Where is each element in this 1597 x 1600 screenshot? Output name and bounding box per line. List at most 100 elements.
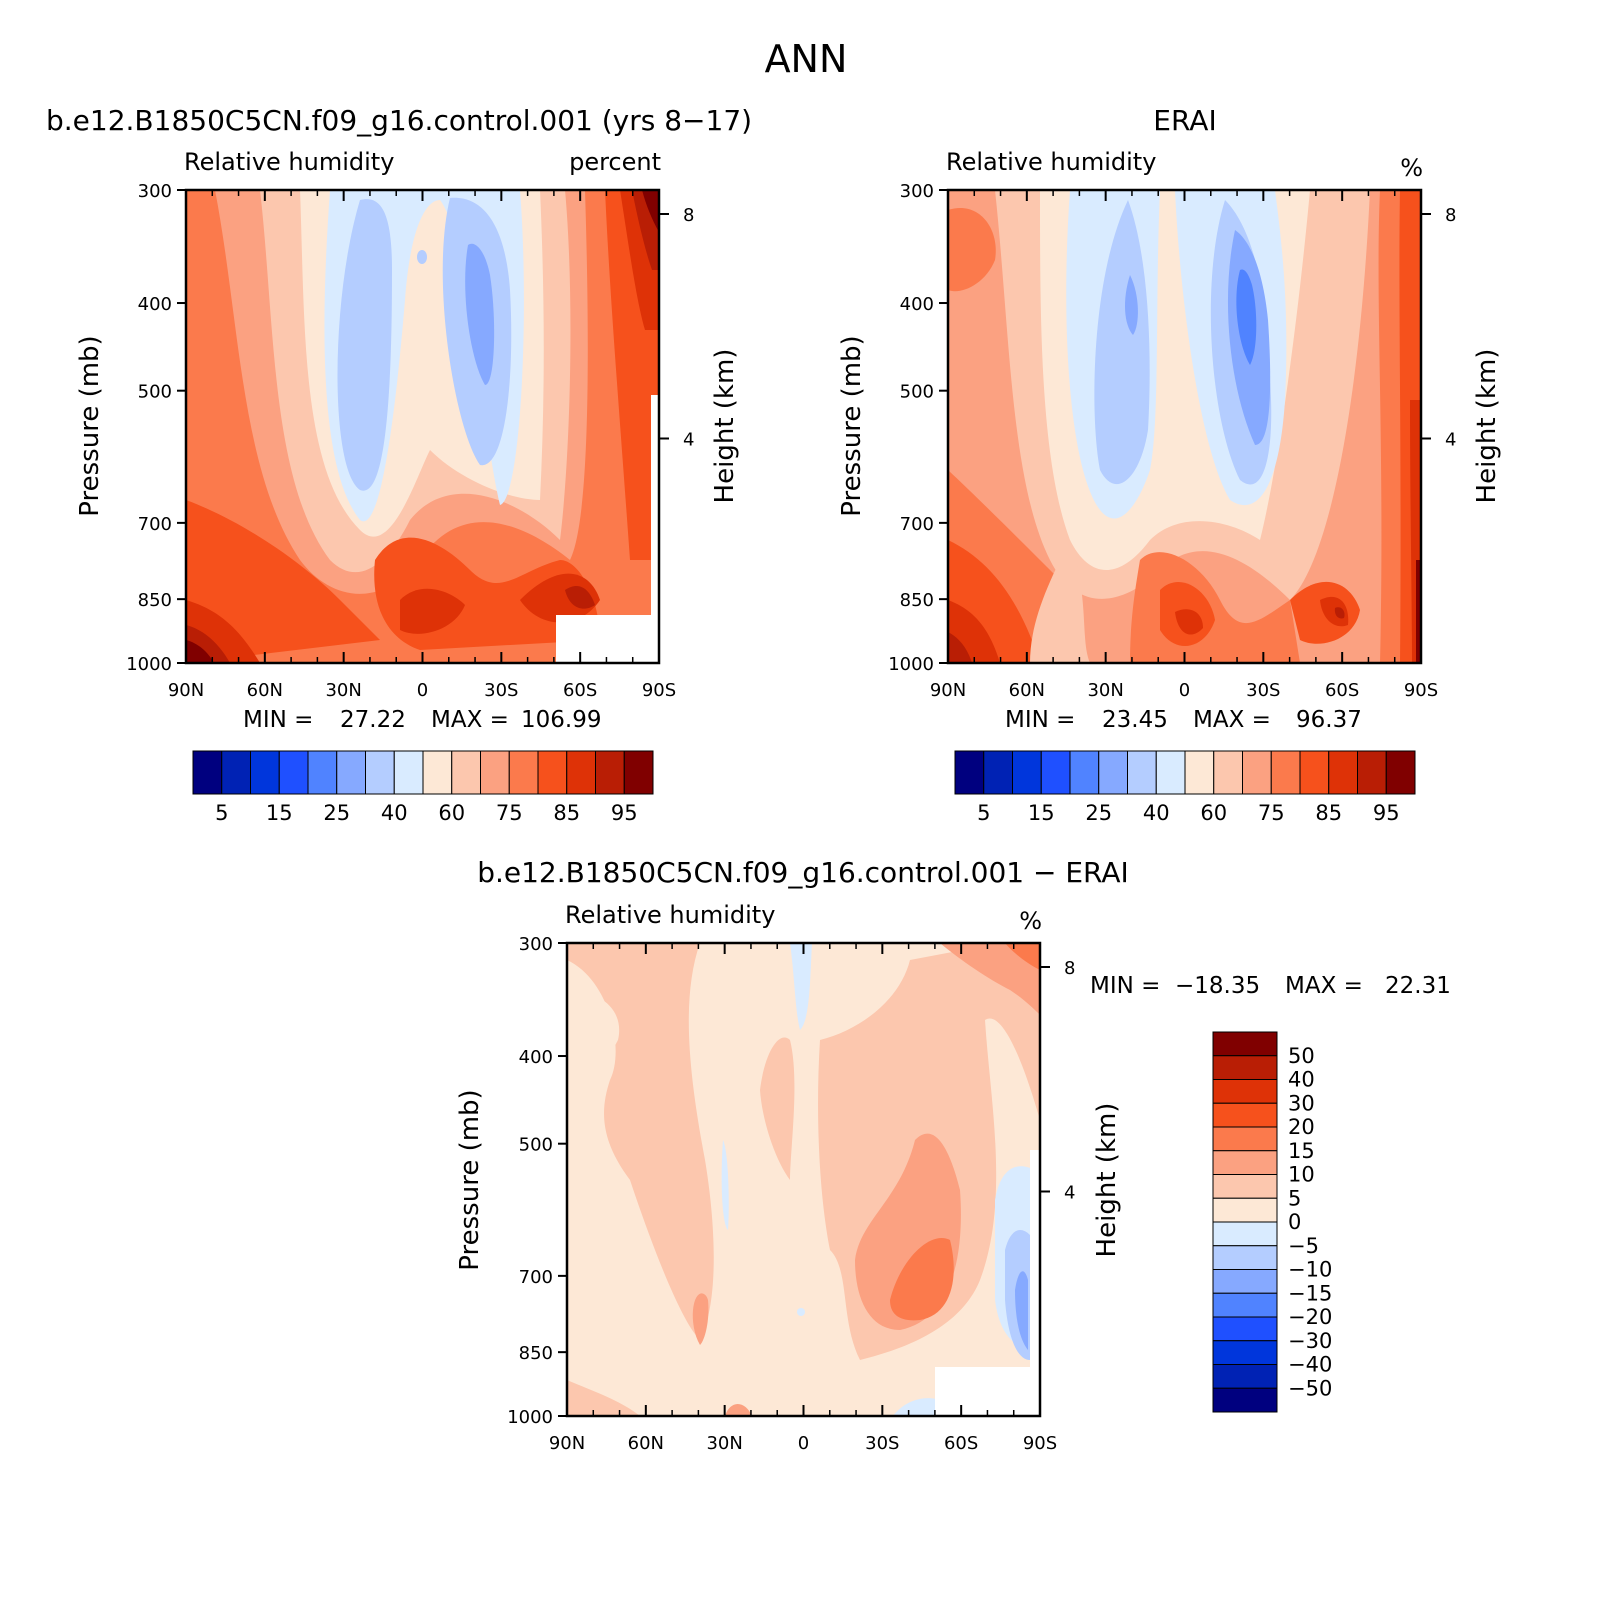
- y-tick-label: 1000: [507, 1407, 553, 1428]
- colorbar-box: [451, 750, 481, 795]
- colorbar-box: [422, 750, 453, 795]
- panel-obs-max-label: MAX =: [1193, 707, 1271, 733]
- colorbar-label: −15: [1288, 1281, 1332, 1305]
- colorbar-label: 20: [1288, 1115, 1315, 1139]
- y2-tick-label: 8: [1445, 205, 1456, 226]
- x-tick-label: 90N: [168, 680, 204, 701]
- y-tick-label: 400: [519, 1047, 553, 1068]
- colorbar-box: [336, 750, 366, 795]
- colorbar-box: [1098, 750, 1128, 795]
- colorbar-box: [1212, 1197, 1278, 1223]
- y-tick-label: 500: [138, 382, 172, 403]
- panel-diff-y2-axis-label: Height (km): [1092, 1103, 1122, 1258]
- colorbar-box: [1212, 1387, 1278, 1413]
- x-tick-label: 30N: [1087, 680, 1123, 701]
- colorbar-label: 15: [1028, 801, 1055, 825]
- colorbar-label: 95: [1373, 801, 1400, 825]
- x-tick-label: 90S: [642, 680, 676, 701]
- x-tick-label: 60N: [628, 1433, 664, 1454]
- panel-obs-left-label: Relative humidity: [946, 148, 1156, 176]
- colorbar-box: [1012, 750, 1042, 795]
- colorbar-box: [1242, 750, 1272, 795]
- colorbar-label: 25: [1085, 801, 1112, 825]
- colorbar-label: 50: [1288, 1044, 1315, 1068]
- y-tick-label: 300: [138, 181, 172, 202]
- x-tick-label: 90N: [930, 680, 966, 701]
- colorbar-box: [508, 750, 539, 795]
- panel-obs-contours: [948, 190, 1421, 663]
- panel-model-contours: [186, 190, 659, 663]
- panel-model: b.e12.B1850C5CN.f09_g16.control.001 (yrs…: [46, 104, 752, 825]
- y-tick-label: 400: [138, 294, 172, 315]
- colorbar-box: [278, 750, 309, 795]
- colorbar-box: [1328, 750, 1358, 795]
- panel-diff-case-title: b.e12.B1850C5CN.f09_g16.control.001 − ER…: [477, 856, 1129, 889]
- panel-obs-min-value: 23.45: [1102, 707, 1168, 733]
- colorbar-label: −40: [1288, 1353, 1332, 1377]
- panel-obs-y-axis-label: Pressure (mb): [837, 335, 867, 516]
- colorbar-box: [1213, 750, 1243, 795]
- colorbar-box: [1212, 1055, 1278, 1080]
- colorbar-box: [365, 750, 395, 795]
- colorbar-label: −50: [1288, 1376, 1332, 1400]
- panel-diff-ticks: 90N 60N 30N 0 30S 60S 90S 300 400 500 700 850 1000 8 4: [507, 934, 1075, 1454]
- colorbar-label: 60: [1200, 801, 1227, 825]
- colorbar-box: [595, 750, 625, 795]
- colorbar-label: 5: [977, 801, 990, 825]
- y2-tick-label: 4: [1445, 430, 1456, 451]
- colorbar-label: 10: [1288, 1163, 1315, 1187]
- panel-obs-right-label: %: [1400, 154, 1423, 182]
- x-tick-label: 0: [798, 1433, 809, 1454]
- colorbar-label: 85: [553, 801, 580, 825]
- panel-diff-max-value: 22.31: [1385, 973, 1451, 999]
- y-tick-label: 500: [900, 382, 934, 403]
- x-tick-label: 30N: [706, 1433, 742, 1454]
- colorbar-box: [480, 750, 510, 795]
- colorbar-label: −10: [1288, 1258, 1332, 1282]
- panel-model-case-title: b.e12.B1850C5CN.f09_g16.control.001 (yrs…: [46, 104, 752, 137]
- y-tick-label: 850: [900, 590, 934, 611]
- panel-diff-max-label: MAX =: [1285, 973, 1363, 999]
- colorbar-label: 5: [1288, 1186, 1301, 1210]
- panel-obs-max-value: 96.37: [1296, 707, 1362, 733]
- colorbar-label: 75: [1258, 801, 1285, 825]
- colorbar-label: 40: [381, 801, 408, 825]
- y-tick-label: 300: [519, 934, 553, 955]
- panel-obs-y2-axis-label: Height (km): [1472, 349, 1502, 504]
- colorbar-label: 95: [611, 801, 638, 825]
- y-tick-label: 850: [138, 590, 172, 611]
- y-tick-label: 400: [900, 294, 934, 315]
- y2-tick-label: 4: [1064, 1183, 1075, 1204]
- colorbar-box: [250, 750, 280, 795]
- colorbar-label: −20: [1288, 1305, 1332, 1329]
- panel-model-y-axis-label: Pressure (mb): [75, 335, 105, 516]
- panel-model-left-label: Relative humidity: [184, 148, 394, 176]
- panel-obs-colorbar: 5 15 25 40 60 75 85 95: [954, 750, 1416, 825]
- panel-model-colorbar: 5 15 25 40 60 75 85 95: [192, 750, 654, 825]
- colorbar-box: [954, 750, 985, 795]
- y-tick-label: 1000: [888, 654, 934, 675]
- colorbar-label: 25: [323, 801, 350, 825]
- x-tick-label: 90N: [549, 1433, 585, 1454]
- panel-model-min-value: 27.22: [340, 707, 406, 733]
- panel-diff-right-label: %: [1019, 907, 1042, 935]
- panel-model-y2-axis-label: Height (km): [710, 349, 740, 504]
- x-tick-label: 60N: [247, 680, 283, 701]
- colorbar-label: −30: [1288, 1329, 1332, 1353]
- colorbar-box: [1357, 750, 1387, 795]
- colorbar-box: [1212, 1245, 1278, 1270]
- colorbar-box: [1212, 1102, 1278, 1128]
- panel-diff: b.e12.B1850C5CN.f09_g16.control.001 − ER…: [455, 856, 1451, 1454]
- y-tick-label: 850: [519, 1343, 553, 1364]
- colorbar-box: [1212, 1126, 1278, 1152]
- colorbar-box: [307, 750, 338, 795]
- colorbar-label: 15: [266, 801, 293, 825]
- x-tick-label: 90S: [1023, 1433, 1057, 1454]
- colorbar-box: [1069, 750, 1100, 795]
- colorbar-box: [1212, 1340, 1278, 1365]
- colorbar-label: 15: [1288, 1139, 1315, 1163]
- colorbar-label: 75: [496, 801, 523, 825]
- x-tick-label: 90S: [1404, 680, 1438, 701]
- panel-diff-left-label: Relative humidity: [565, 901, 775, 929]
- panel-model-max-value: 106.99: [521, 707, 601, 733]
